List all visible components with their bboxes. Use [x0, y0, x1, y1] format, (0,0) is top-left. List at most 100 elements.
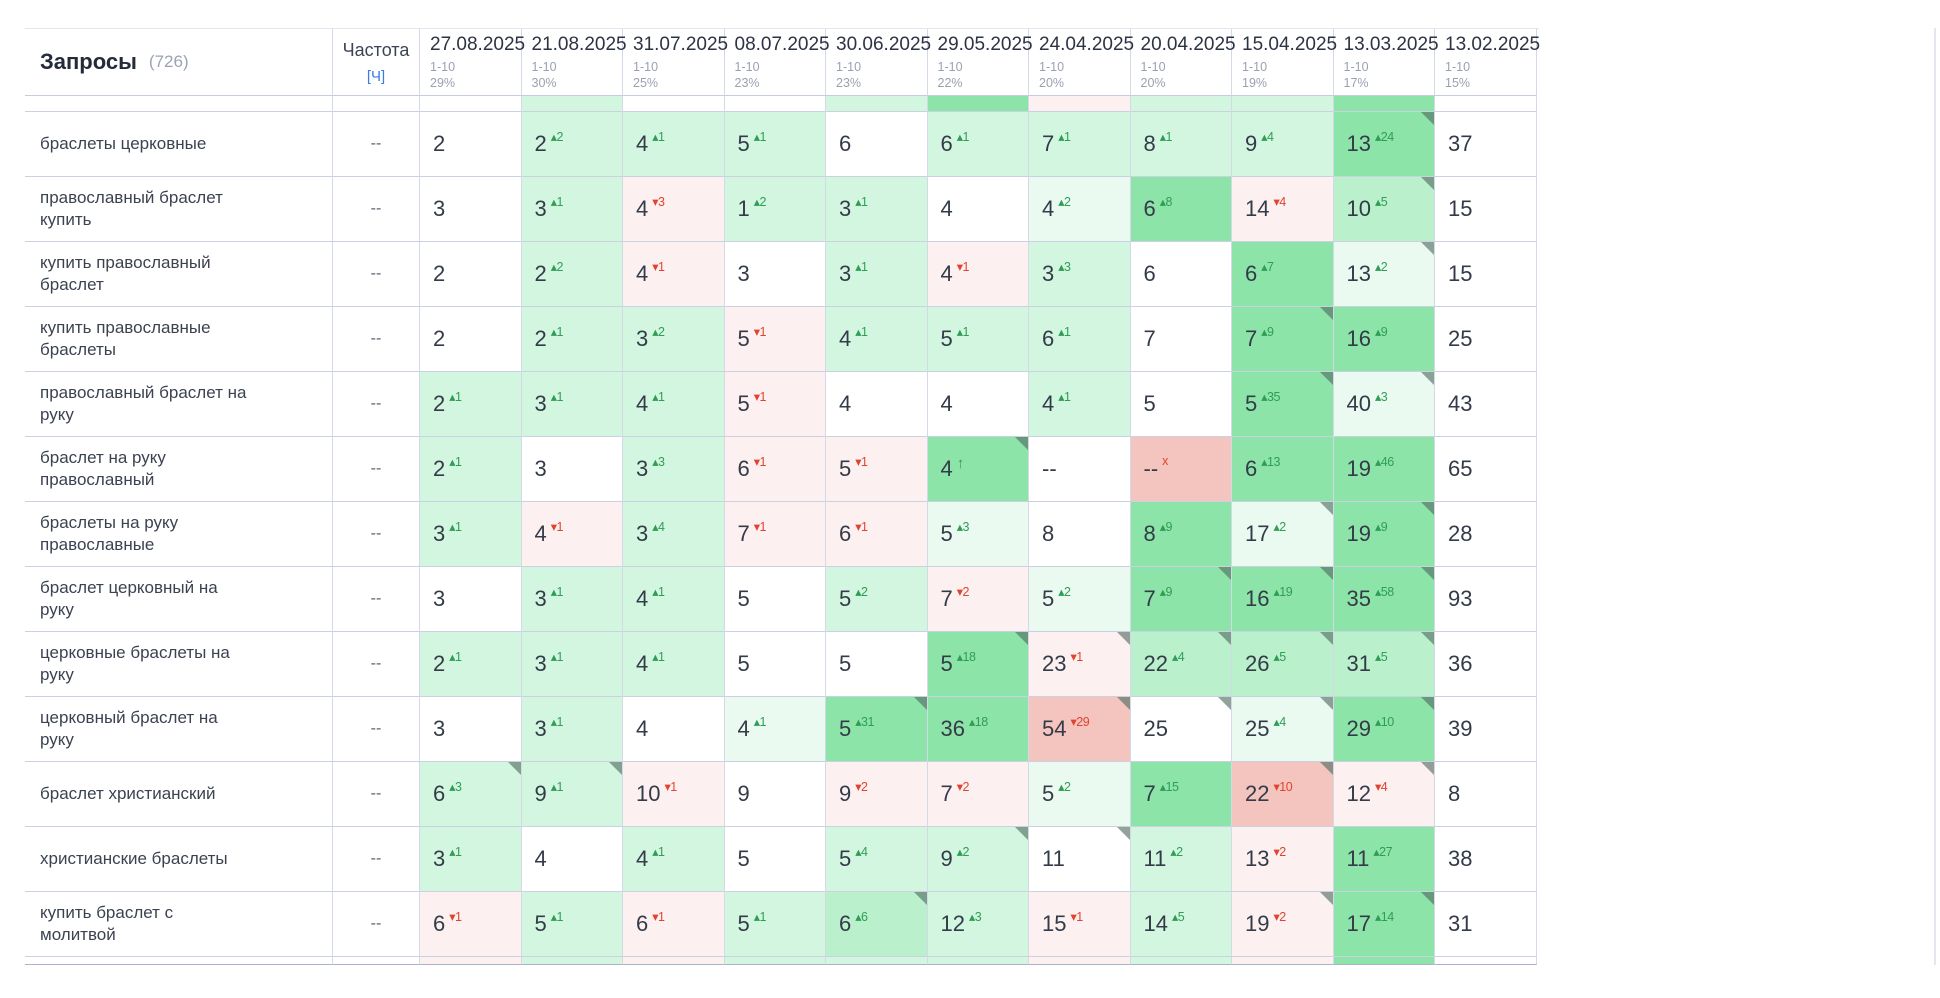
- position-cell[interactable]: 9 ▴4: [1232, 112, 1334, 177]
- position-cell[interactable]: 17 ▴14: [1333, 892, 1435, 957]
- date-column-header[interactable]: 27.08.2025 1-10 29%: [420, 29, 525, 96]
- position-cell[interactable]: 11 ▴27: [1333, 827, 1435, 892]
- position-cell[interactable]: 11: [1029, 827, 1131, 892]
- position-cell[interactable]: 3 ▴1: [420, 502, 522, 567]
- frequency-cell[interactable]: --: [333, 697, 420, 762]
- frequency-cell[interactable]: --: [333, 502, 420, 567]
- date-column-header[interactable]: 13.03.2025 1-10 17%: [1333, 29, 1439, 96]
- position-cell[interactable]: 54 ▾29: [1029, 697, 1131, 762]
- position-cell[interactable]: 5: [724, 567, 826, 632]
- position-cell[interactable]: 7 ▾2: [927, 762, 1029, 827]
- position-cell[interactable]: 11 ▴2: [1130, 827, 1232, 892]
- frequency-cell[interactable]: --: [333, 437, 420, 502]
- position-cell[interactable]: 2: [420, 307, 522, 372]
- date-column-header[interactable]: 31.07.2025 1-10 25%: [623, 29, 728, 96]
- position-cell[interactable]: 7 ▴9: [1130, 567, 1232, 632]
- position-cell[interactable]: 4 ▴1: [724, 697, 826, 762]
- position-cell[interactable]: 5 ▴2: [1029, 762, 1131, 827]
- position-cell[interactable]: 4: [927, 177, 1029, 242]
- position-cell[interactable]: 7: [1130, 307, 1232, 372]
- query-cell[interactable]: браслет христианский: [25, 762, 333, 827]
- position-cell[interactable]: 25: [1435, 307, 1537, 372]
- position-cell[interactable]: 38: [1435, 827, 1537, 892]
- position-cell[interactable]: 2 ▴1: [420, 372, 522, 437]
- position-cell[interactable]: 3 ▴3: [1029, 242, 1131, 307]
- position-cell[interactable]: 7 ▾1: [724, 502, 826, 567]
- date-column-header[interactable]: 13.02.2025 1-10 15%: [1435, 29, 1540, 96]
- position-cell[interactable]: 9: [724, 762, 826, 827]
- position-cell[interactable]: 39: [1435, 697, 1537, 762]
- frequency-cell[interactable]: --: [333, 567, 420, 632]
- position-cell[interactable]: 6: [826, 112, 928, 177]
- position-cell[interactable]: 3: [420, 697, 522, 762]
- position-cell[interactable]: 2: [420, 112, 522, 177]
- frequency-cell[interactable]: --: [333, 242, 420, 307]
- position-cell[interactable]: 3: [724, 242, 826, 307]
- frequency-cell[interactable]: --: [333, 762, 420, 827]
- position-cell[interactable]: 16 ▴19: [1232, 567, 1334, 632]
- position-cell[interactable]: 3 ▴4: [623, 502, 725, 567]
- scrollbar-track[interactable]: [1934, 28, 1936, 965]
- position-cell[interactable]: 4: [927, 372, 1029, 437]
- position-cell[interactable]: 5 ▴1: [521, 892, 623, 957]
- position-cell[interactable]: 9 ▴2: [927, 827, 1029, 892]
- position-cell[interactable]: 5: [724, 827, 826, 892]
- position-cell[interactable]: 5: [826, 632, 928, 697]
- frequency-unit-link[interactable]: [Ч]: [366, 67, 386, 85]
- position-cell[interactable]: 5 ▴35: [1232, 372, 1334, 437]
- frequency-cell[interactable]: --: [333, 892, 420, 957]
- position-cell[interactable]: 15: [1435, 177, 1537, 242]
- position-cell[interactable]: 3 ▴1: [420, 827, 522, 892]
- position-cell[interactable]: 6 ▴1: [927, 112, 1029, 177]
- position-cell[interactable]: 31: [1435, 892, 1537, 957]
- date-column-header[interactable]: 24.04.2025 1-10 20%: [1029, 29, 1134, 96]
- position-cell[interactable]: 4 ▴1: [826, 307, 928, 372]
- position-cell[interactable]: 3: [420, 567, 522, 632]
- query-cell[interactable]: купить браслет с молитвой: [25, 892, 333, 957]
- frequency-cell[interactable]: --: [333, 177, 420, 242]
- position-cell[interactable]: 5 ▾1: [724, 307, 826, 372]
- position-cell[interactable]: -- x: [1130, 437, 1232, 502]
- position-cell[interactable]: 8 ▴1: [1130, 112, 1232, 177]
- position-cell[interactable]: 6: [1130, 242, 1232, 307]
- position-cell[interactable]: 28: [1435, 502, 1537, 567]
- position-cell[interactable]: 6 ▴8: [1130, 177, 1232, 242]
- position-cell[interactable]: 37: [1435, 112, 1537, 177]
- position-cell[interactable]: 3 ▴1: [521, 372, 623, 437]
- position-cell[interactable]: 6 ▴3: [420, 762, 522, 827]
- position-cell[interactable]: 93: [1435, 567, 1537, 632]
- position-cell[interactable]: 3 ▴1: [521, 567, 623, 632]
- position-cell[interactable]: 4 ▴1: [623, 112, 725, 177]
- position-cell[interactable]: 6 ▾1: [420, 892, 522, 957]
- position-cell[interactable]: 35 ▴58: [1333, 567, 1435, 632]
- position-cell[interactable]: 6 ▴6: [826, 892, 928, 957]
- position-cell[interactable]: 19 ▾2: [1232, 892, 1334, 957]
- position-cell[interactable]: 36 ▴18: [927, 697, 1029, 762]
- position-cell[interactable]: 5 ▴31: [826, 697, 928, 762]
- position-cell[interactable]: 5 ▴1: [724, 112, 826, 177]
- query-cell[interactable]: браслеты на руку православные: [25, 502, 333, 567]
- position-cell[interactable]: 4 ▾3: [623, 177, 725, 242]
- position-cell[interactable]: 5 ▴2: [1029, 567, 1131, 632]
- position-cell[interactable]: 4: [826, 372, 928, 437]
- position-cell[interactable]: 3 ▴1: [826, 177, 928, 242]
- position-cell[interactable]: 7 ▴1: [1029, 112, 1131, 177]
- position-cell[interactable]: 16 ▴9: [1333, 307, 1435, 372]
- frequency-cell[interactable]: --: [333, 307, 420, 372]
- date-column-header[interactable]: 15.04.2025 1-10 19%: [1232, 29, 1337, 96]
- position-cell[interactable]: 5 ▴4: [826, 827, 928, 892]
- frequency-cell[interactable]: --: [333, 632, 420, 697]
- position-cell[interactable]: 7 ▴9: [1232, 307, 1334, 372]
- position-cell[interactable]: 14 ▴5: [1130, 892, 1232, 957]
- position-cell[interactable]: 7 ▴15: [1130, 762, 1232, 827]
- position-cell[interactable]: 19 ▴46: [1333, 437, 1435, 502]
- position-cell[interactable]: 6 ▴13: [1232, 437, 1334, 502]
- position-cell[interactable]: 31 ▴5: [1333, 632, 1435, 697]
- query-cell[interactable]: церковный браслет на руку: [25, 697, 333, 762]
- position-cell[interactable]: 2 ▴2: [521, 112, 623, 177]
- position-cell[interactable]: 8: [1029, 502, 1131, 567]
- position-cell[interactable]: 9 ▴1: [521, 762, 623, 827]
- position-cell[interactable]: 2 ▴1: [521, 307, 623, 372]
- position-cell[interactable]: 1 ▴2: [724, 177, 826, 242]
- position-cell[interactable]: 4 ▴1: [623, 372, 725, 437]
